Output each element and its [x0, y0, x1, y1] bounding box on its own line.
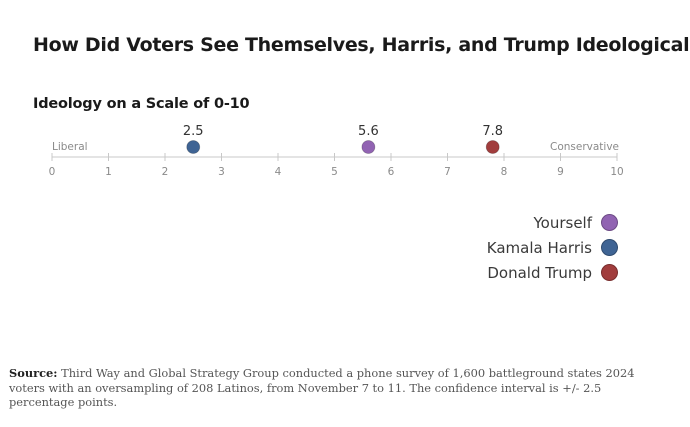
point-donald-trump [486, 141, 499, 154]
tick-label-2: 2 [162, 166, 169, 178]
legend-item-yourself: Yourself [487, 210, 618, 235]
tick-label-10: 10 [610, 166, 623, 178]
legend-dot-donald-trump [601, 264, 618, 281]
legend-item-kamala-harris: Kamala Harris [487, 235, 618, 260]
value-label-kamala-harris: 2.5 [183, 124, 204, 139]
point-yourself [362, 141, 375, 154]
tick-label-1: 1 [105, 166, 112, 178]
point-kamala-harris [187, 141, 200, 154]
tick-label-9: 9 [557, 166, 564, 178]
liberal-label: Liberal [52, 141, 88, 153]
tick-label-8: 8 [501, 166, 508, 178]
tick-label-7: 7 [444, 166, 451, 178]
tick-label-4: 4 [275, 166, 282, 178]
legend-dot-yourself [601, 214, 618, 231]
legend-label-kamala-harris: Kamala Harris [487, 239, 592, 257]
value-label-yourself: 5.6 [358, 124, 379, 139]
source-note: Source: Third Way and Global Strategy Gr… [9, 366, 669, 410]
tick-label-3: 3 [218, 166, 225, 178]
tick-label-5: 5 [331, 166, 338, 178]
value-label-donald-trump: 7.8 [482, 124, 503, 139]
legend: Yourself Kamala Harris Donald Trump [487, 210, 618, 285]
legend-label-donald-trump: Donald Trump [487, 264, 592, 282]
source-text: Third Way and Global Strategy Group cond… [9, 366, 635, 409]
legend-dot-kamala-harris [601, 239, 618, 256]
data-points: 2.5 5.6 7.8 [183, 124, 503, 154]
conservative-label: Conservative [550, 141, 619, 153]
legend-item-donald-trump: Donald Trump [487, 260, 618, 285]
tick-label-6: 6 [388, 166, 395, 178]
legend-label-yourself: Yourself [533, 214, 592, 232]
tick-label-0: 0 [49, 166, 56, 178]
source-label: Source: [9, 366, 58, 380]
